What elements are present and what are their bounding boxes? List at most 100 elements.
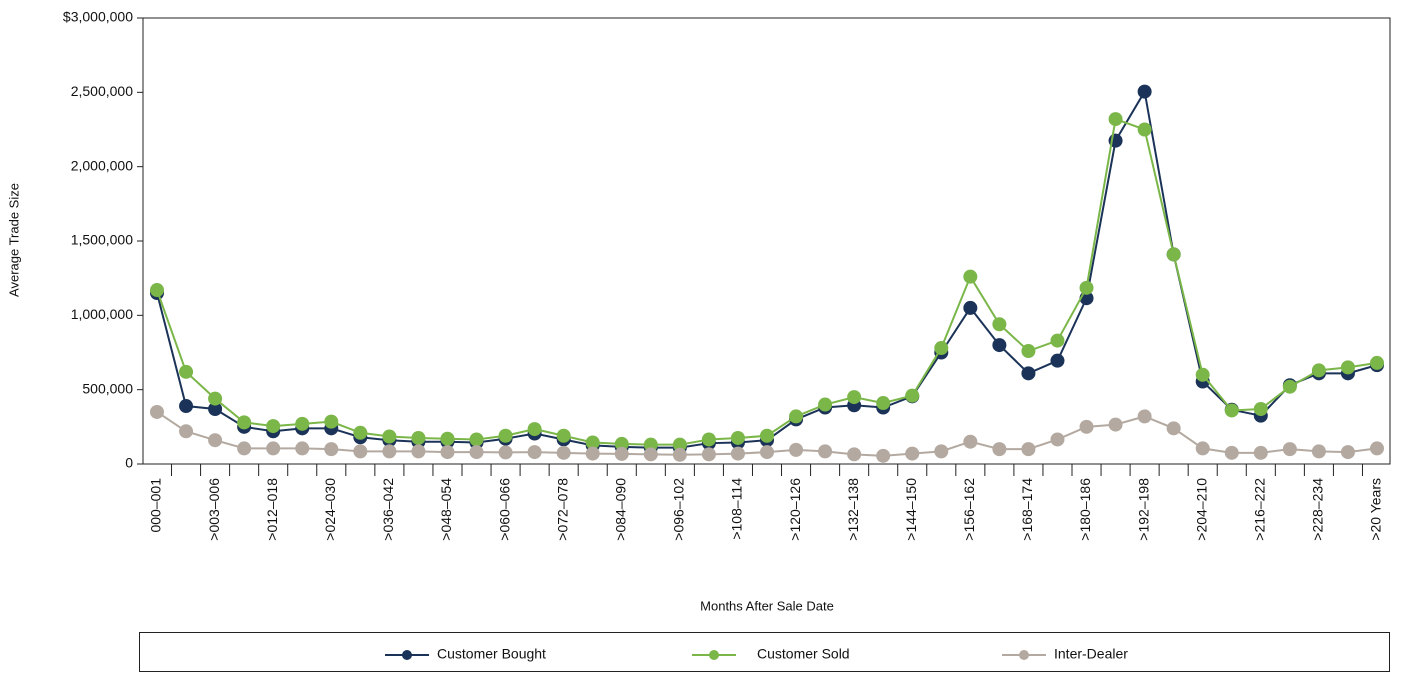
point [1137, 122, 1152, 137]
point [382, 444, 397, 459]
point [469, 445, 484, 460]
point [1021, 366, 1036, 381]
point [1137, 409, 1152, 424]
point [440, 431, 455, 446]
point [556, 445, 571, 460]
point [963, 434, 978, 449]
point [1224, 403, 1239, 418]
point [1282, 379, 1297, 394]
x-tick-label: >132–138 [845, 478, 861, 541]
x-tick-label: >003–006 [206, 478, 222, 541]
point [643, 437, 658, 452]
point [1166, 247, 1181, 262]
point [847, 447, 862, 462]
legend-marker [709, 650, 719, 660]
point [1166, 421, 1181, 436]
y-tick-label: 1,000,000 [71, 306, 133, 322]
x-tick-label: >024–030 [322, 478, 338, 541]
point [614, 446, 629, 461]
point [208, 433, 223, 448]
point [1079, 419, 1094, 434]
point [789, 442, 804, 457]
point [1370, 355, 1384, 370]
point [818, 444, 833, 459]
x-tick-label: >048–054 [438, 478, 454, 541]
x-tick-label: >180–186 [1077, 478, 1093, 541]
point [179, 424, 194, 439]
point [527, 422, 542, 437]
series-line [156, 88, 1378, 449]
point [1108, 417, 1123, 432]
x-tick-label: >012–018 [264, 478, 280, 541]
point [1021, 442, 1036, 457]
point [1050, 432, 1065, 447]
point [353, 444, 368, 459]
x-tick-label: >096–102 [671, 478, 687, 541]
point [585, 435, 600, 450]
point [527, 445, 542, 460]
point [1340, 360, 1355, 375]
point [1253, 445, 1268, 460]
point [934, 444, 949, 459]
point [1311, 444, 1326, 459]
point [353, 425, 368, 440]
y-tick-label: 2,500,000 [71, 83, 133, 99]
point [847, 390, 862, 405]
point [266, 441, 281, 456]
point [789, 409, 804, 424]
point [237, 441, 252, 456]
point [1224, 445, 1239, 460]
point [1079, 280, 1094, 295]
y-tick-label: 0 [125, 455, 133, 471]
point [179, 364, 194, 379]
point [643, 447, 658, 462]
point [585, 446, 600, 461]
point [179, 399, 194, 414]
y-tick-label: 1,500,000 [71, 232, 133, 248]
x-tick-label: >216–222 [1252, 478, 1268, 541]
series-line [156, 117, 1378, 446]
point [150, 283, 164, 298]
point [760, 445, 774, 460]
point [614, 436, 629, 451]
point [1195, 441, 1210, 456]
point [1195, 367, 1210, 382]
point [934, 341, 949, 356]
legend-box [139, 632, 1390, 672]
point [730, 446, 745, 461]
point [324, 442, 339, 457]
y-tick-label: 500,000 [82, 380, 133, 396]
x-tick-label: >108–114 [729, 478, 745, 540]
point [1253, 401, 1268, 416]
point [992, 442, 1007, 457]
point [992, 338, 1007, 353]
x-tick-label: 000–001 [148, 478, 164, 533]
x-tick-label: >144–150 [903, 478, 919, 541]
point [1137, 84, 1152, 99]
point [818, 397, 833, 412]
point [905, 446, 920, 461]
point [1050, 333, 1065, 348]
point [1370, 441, 1384, 456]
x-tick-label: >084–090 [612, 478, 628, 541]
point [556, 428, 571, 443]
point [730, 430, 745, 445]
legend-marker [402, 650, 412, 660]
point [760, 428, 774, 443]
point [266, 419, 281, 434]
point [876, 448, 891, 463]
y-axis-title: Average Trade Size [6, 183, 21, 297]
x-tick-label: >20 Years [1368, 478, 1384, 541]
x-tick-label: >204–210 [1193, 478, 1209, 541]
x-axis-title: Months After Sale Date [700, 598, 834, 613]
x-tick-label: >120–126 [787, 478, 803, 541]
point [208, 391, 223, 406]
point [963, 300, 978, 315]
point [295, 416, 310, 431]
legend-label: Customer Bought [437, 646, 546, 662]
point [701, 432, 716, 447]
x-tick-label: >036–042 [380, 478, 396, 541]
point [992, 317, 1007, 332]
point [876, 396, 891, 411]
